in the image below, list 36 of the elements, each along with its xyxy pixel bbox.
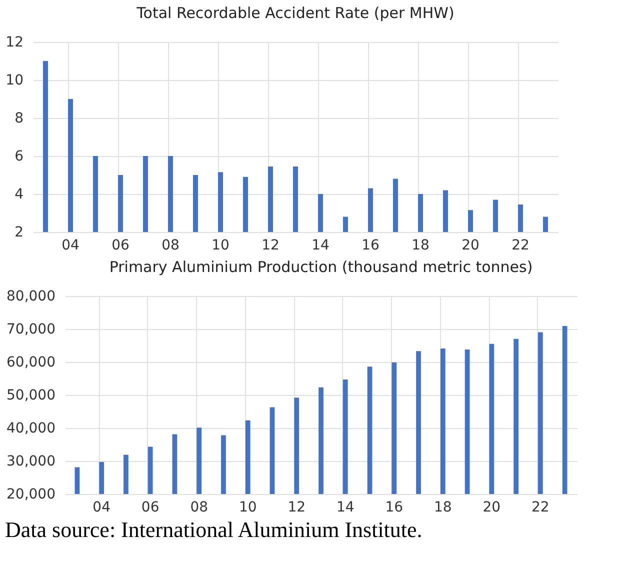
x-tick-label: 10 [238,500,257,516]
y-tick-label: 80,000 [6,288,56,304]
x-tick-label: 12 [288,500,306,516]
x-tick-label: 06 [141,500,160,516]
x-tick-label: 16 [385,500,404,516]
x-tick-label: 08 [162,238,180,254]
y-tick-label: 30,000 [6,454,56,470]
source-note: Data source: International Aluminium Institute. [5,517,422,542]
y-tick-label: 2 [14,224,24,240]
y-tick-label: 40,000 [6,420,56,436]
y-tick-label: 12 [6,34,24,50]
y-tick-label: 4 [14,186,24,202]
x-tick-label: 12 [262,238,280,254]
x-tick-label: 22 [532,500,550,516]
x-tick-label: 08 [190,500,208,516]
x-tick-label: 20 [482,500,501,516]
x-tick-label: 14 [336,500,354,516]
y-tick-label: 70,000 [6,322,56,338]
x-tick-label: 14 [312,238,330,254]
x-tick-label: 04 [62,238,80,254]
x-tick-label: 20 [462,238,480,254]
chart-title: Primary Aluminium Production (thousand metric tonnes) [109,258,533,276]
x-tick-label: 10 [212,238,230,254]
y-tick-label: 6 [14,148,24,164]
x-tick-label: 06 [112,238,130,254]
x-tick-label: 22 [512,238,530,254]
y-tick-label: 8 [14,110,24,126]
chart-title: Total Recordable Accident Rate (per MHW) [136,4,454,22]
x-tick-label: 16 [362,238,380,254]
x-tick-label: 04 [92,500,111,516]
y-tick-label: 10 [6,72,24,88]
x-tick-label: 18 [412,238,430,254]
x-tick-label: 18 [434,500,452,516]
y-tick-label: 20,000 [6,486,56,502]
y-tick-label: 60,000 [6,354,56,370]
y-tick-label: 50,000 [6,388,56,404]
